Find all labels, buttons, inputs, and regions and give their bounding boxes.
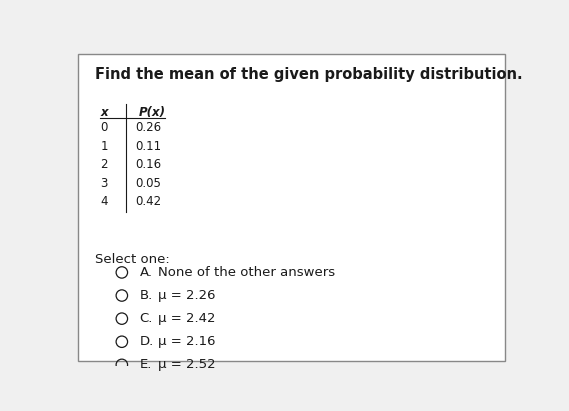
FancyBboxPatch shape: [78, 54, 505, 361]
Text: E.: E.: [139, 358, 152, 372]
Text: 0.05: 0.05: [135, 177, 162, 189]
Text: μ = 2.26: μ = 2.26: [158, 289, 216, 302]
Text: 2: 2: [101, 158, 108, 171]
Text: 0.26: 0.26: [135, 122, 162, 134]
Text: 3: 3: [101, 177, 108, 189]
Text: μ = 2.52: μ = 2.52: [158, 358, 216, 372]
Text: 1: 1: [101, 140, 108, 153]
Text: A.: A.: [139, 266, 152, 279]
Text: D.: D.: [139, 335, 154, 348]
Text: μ = 2.16: μ = 2.16: [158, 335, 216, 348]
Text: 0.16: 0.16: [135, 158, 162, 171]
Text: μ = 2.42: μ = 2.42: [158, 312, 216, 325]
Text: 0.11: 0.11: [135, 140, 162, 153]
Text: Find the mean of the given probability distribution.: Find the mean of the given probability d…: [96, 67, 523, 82]
Text: None of the other answers: None of the other answers: [158, 266, 335, 279]
Text: 4: 4: [101, 195, 108, 208]
Text: P(x): P(x): [139, 106, 166, 119]
Text: C.: C.: [139, 312, 153, 325]
Text: 0: 0: [101, 122, 108, 134]
Text: Select one:: Select one:: [96, 254, 170, 266]
Text: 0.42: 0.42: [135, 195, 162, 208]
Text: B.: B.: [139, 289, 152, 302]
Text: x: x: [100, 106, 108, 119]
